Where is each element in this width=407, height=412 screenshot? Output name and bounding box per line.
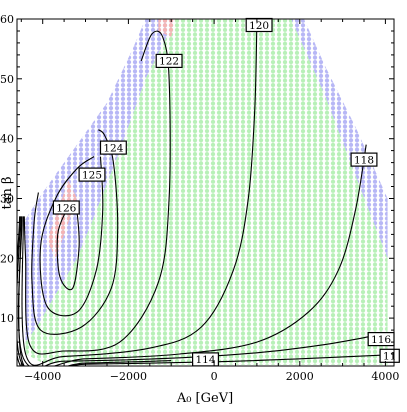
contour-label-text: 122: [159, 56, 179, 68]
y-tick-label: 60: [0, 13, 14, 26]
contour-label-box: [99, 140, 127, 155]
y-tick-label: 50: [0, 73, 14, 86]
contour-label-124: 124: [99, 140, 127, 155]
contour-label-text: 114: [195, 354, 215, 366]
contour-label-118: 118: [350, 152, 378, 167]
allowed-region: [25, 19, 388, 365]
x-tick-label: −4000: [24, 370, 61, 383]
contour-label-126: 126: [52, 200, 80, 215]
axes: −4000 −2000 0 2000 4000 10 20 30 40 50 60: [0, 13, 399, 383]
x-tick-label: 0: [211, 370, 218, 383]
contour-label-text: 120: [249, 20, 269, 32]
excluded-region-red-top: [158, 19, 176, 37]
y-tick-label: 20: [0, 252, 14, 265]
contour-label-text: 125: [82, 169, 102, 181]
contour-label-text: 126: [56, 202, 76, 214]
contour-line-118: [17, 144, 367, 366]
x-axis-label: A₀ [GeV]: [176, 391, 233, 406]
contour-label-box: [350, 152, 378, 167]
contour-line-11: [17, 216, 382, 366]
contour-label-box: [52, 200, 80, 215]
contour-label-125: 125: [78, 167, 106, 182]
y-tick-label: 30: [0, 193, 14, 206]
x-tick-label: 2000: [286, 370, 314, 383]
contour-label-120: 120: [245, 17, 273, 33]
y-tick-label: 40: [0, 133, 14, 146]
contour-line-125: [39, 156, 104, 317]
contour-line-120: [21, 19, 258, 366]
y-axis-label: tan β: [0, 177, 15, 210]
y-tick-label: 10: [0, 312, 14, 325]
contour-labels: 126 125 124 122 120 118 116 114 11: [52, 17, 400, 367]
contour-line-126: [56, 210, 80, 291]
contour-label-114: 114: [192, 352, 220, 367]
contour-label-11: 11: [379, 348, 400, 363]
x-tick-label: −2000: [110, 370, 147, 383]
contour-label-122: 122: [155, 53, 183, 69]
contour-label-116: 116: [367, 332, 395, 347]
contour-line-116: [18, 216, 373, 366]
contour-label-box: [155, 53, 183, 69]
contour-label-box: [78, 167, 106, 182]
contour-label-text: 124: [103, 142, 123, 154]
contour-label-text: 118: [354, 154, 374, 166]
plot-frame: [16, 18, 395, 367]
x-tick-label: 4000: [371, 370, 399, 383]
contour-line-122: [23, 30, 171, 355]
contour-label-text: 116: [371, 334, 391, 346]
